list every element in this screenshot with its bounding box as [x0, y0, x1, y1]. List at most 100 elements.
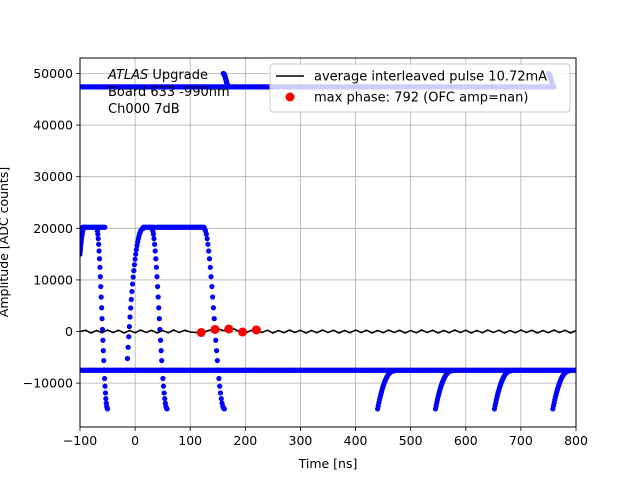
x-tick-label: 0 [131, 433, 139, 448]
x-axis-label: Time [ns] [298, 456, 358, 471]
sample-segment-fall [149, 225, 170, 412]
annotation-line-3: Ch000 7dB [108, 102, 180, 117]
sample-point [128, 296, 134, 303]
sample-point [213, 337, 219, 343]
sample-point [161, 390, 167, 396]
sample-point [102, 224, 108, 230]
sample-point [103, 395, 109, 402]
annotation-line-1: ATLAS Upgrade [107, 68, 208, 83]
max-phase-point [210, 324, 220, 334]
sample-point [99, 316, 105, 322]
y-tick-label: 50000 [33, 66, 73, 81]
sample-point [159, 367, 165, 373]
sample-point [203, 231, 209, 237]
sample-point [573, 367, 576, 373]
plot-frame [79, 57, 577, 428]
sample-point [124, 367, 130, 373]
sample-point [221, 406, 227, 412]
sample-point [129, 288, 135, 295]
sample-segment-fall [93, 225, 111, 412]
sample-point [152, 241, 158, 247]
sample-point [99, 305, 105, 311]
sample-segment-fall [220, 70, 232, 90]
y-tick-label: 20000 [33, 221, 73, 236]
sample-point [126, 323, 132, 330]
x-tick-label: 100 [178, 433, 202, 448]
sample-point [133, 247, 139, 253]
sample-point [131, 268, 137, 274]
sample-point [154, 283, 161, 290]
sample-point [213, 348, 220, 354]
sample-point [101, 367, 107, 373]
sample-point [214, 357, 220, 364]
max-phase-point [196, 328, 206, 338]
sample-point [102, 383, 108, 389]
annotation-atlas: ATLAS [107, 68, 148, 83]
sample-point [211, 316, 217, 322]
sample-point [206, 256, 213, 262]
sample-point [217, 383, 223, 389]
sample-point [99, 326, 106, 333]
sample-point [205, 241, 211, 247]
sample-point [391, 368, 397, 374]
sample-point [100, 337, 106, 343]
sample-point [209, 283, 215, 290]
x-tick-label: 500 [399, 433, 423, 448]
y-axis-label: Amplitude [ADC counts] [0, 167, 11, 317]
sample-point [449, 368, 455, 374]
sample-point [101, 375, 108, 382]
sample-segment-rise [80, 224, 88, 257]
sample-point [226, 84, 232, 90]
sample-point [157, 337, 164, 343]
sample-segment-rise [124, 225, 146, 373]
average-pulse-line [80, 328, 576, 335]
sample-point [140, 225, 146, 231]
sample-point [206, 248, 212, 254]
sample-point [159, 357, 165, 364]
sample-point [151, 236, 157, 242]
x-tick-label: 700 [509, 433, 533, 448]
sample-point [210, 294, 216, 300]
sample-segment-rise [375, 368, 397, 412]
x-tick-label: 400 [344, 433, 368, 448]
max-phase-point [238, 327, 248, 337]
sample-point [100, 348, 106, 354]
sample-point [97, 274, 103, 280]
y-tick-label: 0 [65, 324, 73, 339]
sample-point [508, 368, 514, 374]
sample-point [156, 305, 162, 311]
sample-point [207, 264, 213, 270]
max-phase-point [224, 324, 234, 334]
sample-point [217, 390, 224, 396]
sample-segment-rise [491, 368, 514, 412]
annotation-block: ATLAS Upgrade Board 633 -990nm Ch000 7dB [107, 68, 230, 117]
sample-point [152, 248, 158, 254]
x-tick-label: −100 [63, 433, 97, 448]
sample-point [154, 274, 160, 280]
sample-segment-rise [550, 368, 572, 412]
sample-point [153, 264, 159, 270]
y-tick-label: −10000 [23, 376, 73, 391]
sample-point [150, 231, 157, 237]
sample-point [218, 395, 224, 402]
legend-average-label: average interleaved pulse 10.72mA [314, 70, 547, 85]
x-tick-label: 200 [233, 433, 257, 448]
sample-point [215, 367, 221, 373]
sample-point [164, 406, 170, 412]
sample-point [160, 375, 166, 382]
sample-point [127, 314, 133, 320]
annotation-line-2: Board 633 -990nm [108, 85, 230, 100]
sample-point [98, 283, 104, 290]
sample-point [96, 248, 102, 254]
sample-point [210, 305, 217, 311]
legend-box [269, 63, 571, 113]
sample-segment-flat [154, 224, 207, 230]
sample-point [160, 383, 167, 389]
sample-point [104, 406, 111, 412]
sample-point [204, 236, 210, 242]
legend: average interleaved pulse 10.72mA max ph… [269, 63, 571, 113]
sample-point [101, 357, 107, 364]
sample-point [130, 274, 136, 280]
sample-point [566, 368, 572, 374]
sample-point [96, 256, 103, 262]
